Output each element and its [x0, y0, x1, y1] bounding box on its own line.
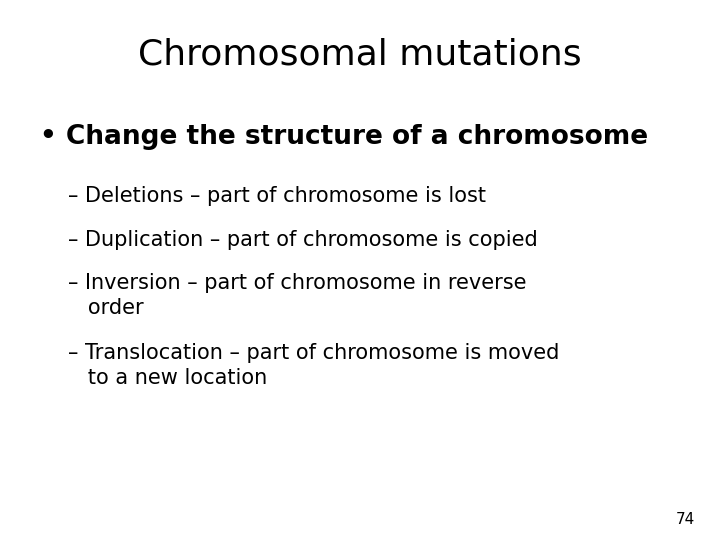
Text: – Duplication – part of chromosome is copied: – Duplication – part of chromosome is co…	[68, 230, 538, 249]
Text: • Change the structure of a chromosome: • Change the structure of a chromosome	[40, 124, 648, 150]
Text: – Translocation – part of chromosome is moved
   to a new location: – Translocation – part of chromosome is …	[68, 343, 559, 388]
Text: – Inversion – part of chromosome in reverse
   order: – Inversion – part of chromosome in reve…	[68, 273, 527, 318]
Text: – Deletions – part of chromosome is lost: – Deletions – part of chromosome is lost	[68, 186, 487, 206]
Text: 74: 74	[675, 511, 695, 526]
Text: Chromosomal mutations: Chromosomal mutations	[138, 38, 582, 72]
